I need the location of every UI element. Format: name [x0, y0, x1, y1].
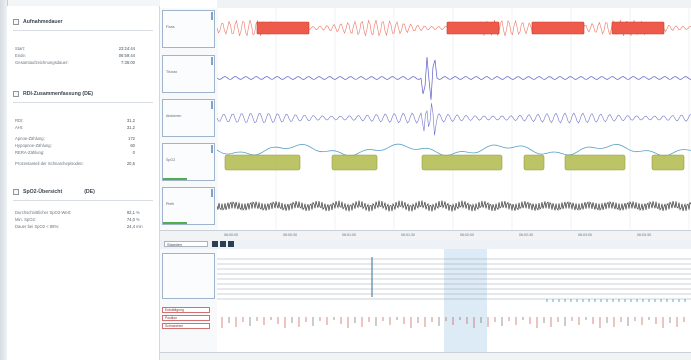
ruler-tick-label: 06:00:30 — [283, 233, 297, 237]
ruler-tick-label: 06:01:30 — [401, 233, 415, 237]
summary-row: Hypopnoe-Zählung: 60 — [15, 143, 135, 148]
channel-label-pleth[interactable]: Pleth — [162, 187, 215, 225]
divider — [13, 200, 153, 201]
divider — [13, 102, 153, 103]
abdomen-waveform — [217, 103, 691, 136]
channel-label-thorax[interactable]: Thorax — [162, 55, 215, 93]
overview-selection-window — [444, 249, 487, 352]
desaturation-event-box — [421, 154, 503, 171]
ruler-tick-label: 06:03:00 — [578, 233, 592, 237]
scale-handle[interactable] — [211, 189, 213, 197]
desaturation-event-box — [523, 154, 545, 171]
section-header-recording-duration[interactable]: Aufnahmedauer — [13, 16, 63, 28]
overview-channel-box[interactable] — [162, 253, 215, 299]
summary-row: Ende: 06:59:44 — [15, 53, 135, 58]
summary-row: Dauer bei SpO2 < 88%: 24,4 min — [15, 224, 143, 229]
spo2-waveform — [217, 143, 691, 157]
channel-labels: Fluss Thorax Abdomen SpO2 Pleth — [160, 8, 218, 230]
scale-handle[interactable] — [211, 145, 213, 153]
scale-handle[interactable] — [211, 57, 213, 65]
channel-label-abdomen[interactable]: Abdomen — [162, 99, 215, 137]
scale-handle[interactable] — [211, 12, 213, 20]
checkbox-icon[interactable] — [13, 19, 19, 25]
apnea-event-box — [531, 21, 585, 35]
play-icon[interactable] — [212, 241, 218, 247]
desaturation-event-box — [224, 154, 301, 171]
channel-label-spo2[interactable]: SpO2 — [162, 143, 215, 181]
time-scale-select[interactable]: Stunden — [164, 241, 208, 247]
ruler-tick-label: 06:02:00 — [460, 233, 474, 237]
ruler-tick-label: 06:03:30 — [637, 233, 651, 237]
summary-row: RDI: 31,2 — [15, 118, 135, 123]
divider — [13, 30, 153, 31]
section-header-spo2-overview[interactable]: SpO2-Übersicht (DE) — [13, 186, 153, 198]
thorax-waveform — [217, 56, 691, 100]
summary-panel: Aufnahmedauer Start: 23:24:44 Ende: 06:59:… — [7, 6, 160, 360]
step-icon[interactable] — [220, 241, 226, 247]
signal-indicator — [163, 222, 187, 224]
ruler-tick-label: 06:00:00 — [224, 233, 238, 237]
scale-handle[interactable] — [211, 101, 213, 109]
ruler-tick-label: 06:02:30 — [519, 233, 533, 237]
waveform-area[interactable] — [217, 8, 691, 230]
summary-row: Min. SpO2: 74,0% — [15, 217, 140, 222]
overview-area[interactable] — [217, 249, 691, 360]
desaturation-event-box — [651, 154, 685, 171]
summary-row: RERA-Zählung: 0 — [15, 150, 135, 155]
apnea-event-box — [256, 21, 310, 35]
ruler-tick-label: 06:01:00 — [342, 233, 356, 237]
channel-label-flow[interactable]: Fluss — [162, 10, 215, 48]
section-header-rdi-summary[interactable]: RDI-Zusammenfassung (DE) — [13, 88, 93, 100]
overview-labels: Entsättigung Position Schnarchen — [160, 249, 218, 360]
pleth-waveform — [217, 200, 691, 212]
signal-indicator — [163, 178, 187, 180]
summary-row: AHI: 31,2 — [15, 125, 135, 130]
zoom-icon[interactable] — [228, 241, 234, 247]
summary-row: Start: 23:24:44 — [15, 46, 135, 51]
section-title: RDI-Zusammenfassung (DE) — [23, 91, 94, 97]
section-title: Aufnahmedauer — [23, 19, 63, 25]
waveform-svg — [217, 8, 691, 230]
overview-svg — [217, 249, 691, 352]
apnea-event-box — [446, 21, 500, 35]
tag-desaturation[interactable]: Entsättigung — [162, 307, 210, 313]
apnea-event-box — [611, 21, 665, 35]
summary-row: Prozentanteil der Schnarchepisoden: 20,5 — [15, 161, 135, 166]
summary-row: Apnoe-Zählung: 172 — [15, 136, 135, 141]
checkbox-icon[interactable] — [13, 189, 19, 195]
section-tag: (DE) — [84, 189, 95, 195]
tag-snoring[interactable]: Schnarchen — [162, 323, 210, 329]
tag-position[interactable]: Position — [162, 315, 210, 321]
summary-row: Gesamtaufzeichnungsdauer: 7:35:00 — [15, 60, 135, 65]
bottom-time-ruler[interactable] — [160, 352, 691, 360]
desaturation-event-box — [564, 154, 626, 171]
summary-row: Durchschnittlicher SpO2-Wert: 92,1% — [15, 210, 140, 215]
checkbox-icon[interactable] — [13, 91, 19, 97]
section-title: SpO2-Übersicht — [23, 189, 63, 195]
desaturation-event-box — [331, 154, 378, 171]
